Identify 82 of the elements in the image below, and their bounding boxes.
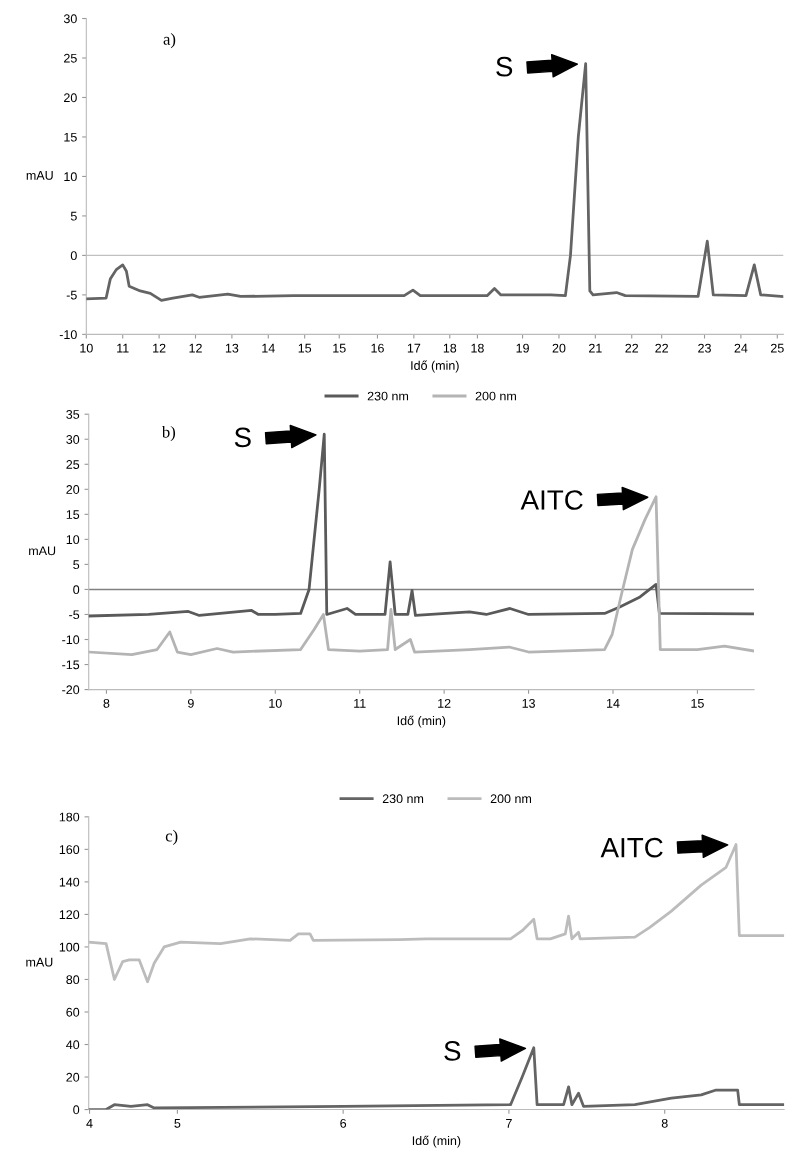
x-tick-label: 19 xyxy=(516,343,529,353)
x-tick-label: 15 xyxy=(333,343,346,353)
x-tick-label: 20 xyxy=(552,343,566,353)
y-tick-label: 20 xyxy=(64,93,77,103)
y-tick-label: -5 xyxy=(66,290,77,300)
y-tick-label: 5 xyxy=(73,560,80,570)
y-tick-label: -10 xyxy=(59,330,77,340)
x-tick-label: 11 xyxy=(117,343,129,353)
x-tick-label: 11 xyxy=(354,699,366,708)
y-tick-label: 180 xyxy=(59,812,80,822)
legend-label: 230 nm xyxy=(367,391,409,401)
x-tick-label: 17 xyxy=(407,343,421,353)
y-tick-label: 60 xyxy=(66,1007,80,1017)
x-axis-title: Idő (min) xyxy=(411,360,459,373)
legend-label: 230 nm xyxy=(382,794,424,804)
annotation: b) xyxy=(161,425,176,442)
y-tick-label: -15 xyxy=(62,660,80,670)
y-tick-label: 10 xyxy=(66,535,80,545)
y-axis-title: mAU xyxy=(26,171,53,180)
y-tick-label: 15 xyxy=(66,510,80,519)
annotation: AITC xyxy=(520,490,583,510)
y-axis-title: mAU xyxy=(29,546,56,556)
y-tick-label: 35 xyxy=(66,410,80,419)
y-tick-label: -5 xyxy=(69,610,80,620)
x-tick-label: 16 xyxy=(371,343,384,353)
x-tick-label: 18 xyxy=(443,343,457,353)
y-axis-title: mAU xyxy=(26,957,53,967)
y-tick-label: 15 xyxy=(64,132,77,142)
x-tick-label: 7 xyxy=(506,1119,512,1128)
y-tick-label: 140 xyxy=(59,877,80,887)
annotation: c) xyxy=(165,829,178,845)
y-tick-label: 80 xyxy=(66,975,80,985)
x-tick-label: 13 xyxy=(225,343,239,353)
x-tick-label: 8 xyxy=(103,698,110,708)
y-tick-label: 30 xyxy=(66,435,80,444)
annotation: S xyxy=(444,1041,461,1061)
x-tick-label: 18 xyxy=(471,343,484,353)
y-tick-label: 20 xyxy=(66,485,80,494)
x-axis-title: Idő (min) xyxy=(397,715,446,728)
y-tick-label: 30 xyxy=(63,14,77,24)
x-tick-label: 12 xyxy=(153,343,166,353)
legend-label: 200 nm xyxy=(475,391,516,401)
y-tick-label: 25 xyxy=(66,460,80,469)
x-tick-label: 9 xyxy=(187,698,194,708)
x-tick-label: 22 xyxy=(655,343,668,353)
y-tick-label: 10 xyxy=(64,172,77,182)
x-tick-label: 22 xyxy=(625,343,639,353)
annotation: a) xyxy=(163,33,176,49)
y-tick-label: 25 xyxy=(64,53,77,63)
x-tick-label: 25 xyxy=(770,343,784,353)
x-tick-label: 23 xyxy=(698,343,711,353)
x-tick-label: 15 xyxy=(691,699,704,708)
y-tick-label: 0 xyxy=(73,585,80,595)
y-tick-label: 20 xyxy=(66,1072,80,1082)
y-tick-label: 40 xyxy=(66,1040,80,1050)
x-tick-label: 12 xyxy=(438,698,451,708)
y-tick-label: 0 xyxy=(70,251,77,261)
annotation: AITC xyxy=(600,837,663,858)
y-tick-label: 5 xyxy=(70,211,77,221)
y-tick-label: 160 xyxy=(59,845,80,855)
x-axis-title: Idő (min) xyxy=(412,1135,461,1148)
x-tick-label: 24 xyxy=(734,343,748,353)
y-tick-label: -10 xyxy=(62,635,80,645)
x-tick-label: 8 xyxy=(661,1118,668,1128)
x-tick-label: 12 xyxy=(189,343,202,353)
x-tick-label: 10 xyxy=(80,343,93,353)
x-tick-label: 6 xyxy=(340,1118,347,1128)
y-tick-label: -20 xyxy=(62,685,80,695)
y-tick-label: 100 xyxy=(59,942,80,952)
annotation: S xyxy=(234,427,251,448)
x-tick-label: 5 xyxy=(174,1119,181,1128)
x-tick-label: 4 xyxy=(86,1119,93,1128)
annotation: S xyxy=(496,56,513,77)
y-tick-label: 0 xyxy=(73,1105,80,1115)
x-tick-label: 14 xyxy=(606,699,620,708)
y-tick-label: 120 xyxy=(59,910,80,920)
x-tick-label: 13 xyxy=(522,698,535,708)
x-tick-label: 21 xyxy=(589,343,602,353)
x-tick-label: 10 xyxy=(269,698,282,708)
legend-label: 200 nm xyxy=(490,794,532,804)
x-tick-label: 14 xyxy=(262,343,275,353)
x-tick-label: 15 xyxy=(298,343,312,353)
